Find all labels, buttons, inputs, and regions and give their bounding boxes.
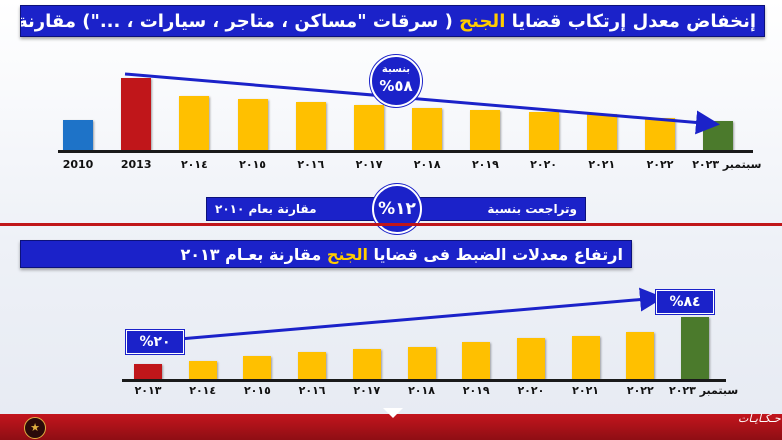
- chart1-tick-label-5: ٢٠١٧: [355, 158, 383, 171]
- chart2-bar-7: [516, 338, 545, 379]
- top-title-part1: إنخفاض معدل إرتكاب قضايا: [505, 11, 756, 32]
- bottom-title-banner: ارتفاع معدلات الضبط فى قضايا الجنح مقارن…: [20, 240, 632, 268]
- bottom-title-highlight: الجنح: [326, 245, 368, 264]
- chart2-tick-label-4: ٢٠١٧: [353, 384, 381, 397]
- decline-badge-value: %٥٨: [379, 77, 413, 95]
- chart1-tick-label-9: ٢٠٢١: [588, 158, 616, 171]
- chart1-tick-label-8: ٢٠٢٠: [530, 158, 558, 171]
- top-title-banner: إنخفاض معدل إرتكاب قضايا الجنح ( سرقات "…: [20, 5, 765, 37]
- start-rate-tag: %٢٠: [126, 330, 184, 354]
- chart2-bar-10: [681, 317, 709, 379]
- chart2-tick-label-9: ٢٠٢٢: [626, 384, 654, 397]
- chart2-tick-label-7: ٢٠٢٠: [517, 384, 545, 397]
- chart1-bar-6: [412, 107, 443, 150]
- section-divider: [0, 223, 782, 226]
- rise-trend-arrow: [167, 287, 664, 342]
- chart2-bar-5: [407, 347, 436, 379]
- police-emblem-icon: ★: [24, 417, 46, 439]
- decline-2010-badge: %١٢: [372, 184, 422, 234]
- chart2-tick-label-10: سبتمبر ٢٠٢٣: [669, 384, 739, 397]
- chart2-bar-3: [298, 351, 327, 379]
- chart1-tick-label-7: ٢٠١٩: [471, 158, 499, 171]
- chart1-bar-9: [586, 114, 617, 150]
- top-title-part3: ( سرقات "مساكن ، متاجر ، سيارات ، ...") …: [20, 11, 453, 32]
- decline-trend-arrow: [124, 72, 720, 135]
- end-rate-tag: %٨٤: [656, 290, 714, 314]
- chart1-tick-label-4: ٢٠١٦: [297, 158, 325, 171]
- chart1-bar-3: [237, 98, 268, 150]
- chart1-bar-0: [63, 119, 93, 150]
- chart2-tick-label-3: ٢٠١٦: [298, 384, 326, 397]
- chart1-tick-label-3: ٢٠١٥: [239, 158, 267, 171]
- chart1-tick-label-10: ٢٠٢٢: [646, 158, 674, 171]
- chart2-tick-label-6: ٢٠١٩: [462, 384, 490, 397]
- chart2-tick-label-5: ٢٠١٨: [408, 384, 435, 397]
- footer-notch: [383, 408, 403, 418]
- chart1-tick-label-2: ٢٠١٤: [180, 158, 208, 171]
- signature-watermark: حـكـايـات: [738, 412, 781, 425]
- decline-box-text-left: مقارنة بعام ٢٠١٠: [215, 202, 317, 216]
- chart2-bar-8: [571, 336, 600, 379]
- bottom-title-part3: مقارنة بعـام ٢٠١٣: [180, 245, 327, 264]
- bottom-title-part1: ارتفاع معدلات الضبط فى قضايا: [367, 245, 623, 264]
- decline-badge-caption: بنسبة: [381, 64, 411, 75]
- chart1-bar-8: [528, 111, 559, 150]
- chart1-tick-label-0: 2010: [62, 158, 94, 171]
- top-chart-baseline: [58, 150, 753, 153]
- chart1-bar-5: [354, 105, 384, 150]
- chart1-bar-4: [295, 102, 326, 150]
- chart2-bar-4: [352, 349, 381, 379]
- chart2-bar-0: [134, 364, 162, 379]
- decline-percentage-badge: بنسبة %٥٨: [370, 55, 422, 107]
- decline-box-text-right: وتراجعت بنسبة: [487, 202, 577, 216]
- chart2-bar-9: [626, 331, 655, 379]
- chart1-tick-label-6: ٢٠١٨: [413, 158, 441, 171]
- chart1-bar-2: [179, 96, 210, 150]
- bottom-chart-baseline: [122, 379, 726, 382]
- chart1-bar-7: [470, 109, 501, 150]
- chart2-tick-label-8: ٢٠٢١: [572, 384, 600, 397]
- chart2-tick-label-0: ٢٠١٣: [134, 384, 162, 397]
- chart1-bar-10: [645, 117, 675, 150]
- chart2-tick-label-2: ٢٠١٥: [243, 384, 271, 397]
- footer-bar: [0, 414, 782, 440]
- top-title-highlight: الجنح: [459, 11, 506, 32]
- chart2-tick-label-1: ٢٠١٤: [189, 384, 217, 397]
- chart2-bar-2: [243, 356, 272, 379]
- chart2-bar-1: [188, 361, 217, 379]
- chart1-bar-1: [121, 78, 152, 150]
- chart2-bar-6: [462, 342, 491, 379]
- chart1-tick-label-1: 2013: [120, 158, 152, 171]
